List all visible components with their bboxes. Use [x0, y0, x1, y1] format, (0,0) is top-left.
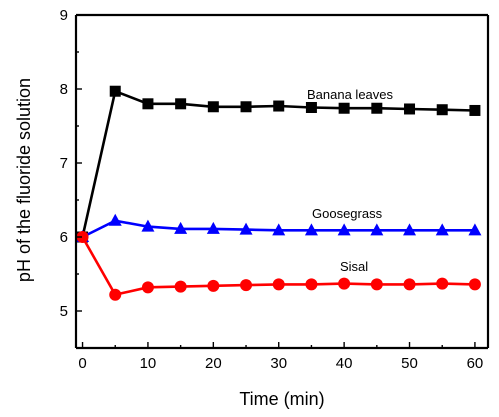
data-point [76, 231, 89, 243]
data-point [207, 101, 219, 113]
data-point [468, 278, 481, 291]
y-tick-label: 6 [60, 229, 68, 246]
series-label-sisal: Sisal [340, 259, 368, 274]
series-label-goosegrass: Goosegrass [312, 206, 383, 221]
data-point [404, 103, 416, 115]
data-point [403, 278, 416, 291]
data-point [338, 277, 351, 290]
data-point [468, 223, 482, 236]
data-point [371, 102, 383, 114]
data-point [304, 223, 318, 236]
y-tick-label: 9 [60, 7, 68, 24]
x-tick-label: 0 [78, 355, 86, 372]
x-tick-label: 10 [140, 355, 157, 372]
data-point [403, 223, 417, 236]
data-point [207, 279, 220, 292]
series-line-banana-leaves [81, 89, 475, 238]
y-tick-label: 8 [60, 81, 68, 98]
x-axis-title: Time (min) [239, 389, 324, 409]
data-point [370, 278, 383, 291]
data-point [174, 221, 188, 234]
data-point [239, 222, 253, 235]
x-tick-label: 20 [205, 355, 222, 372]
data-point [240, 279, 253, 292]
data-point [338, 102, 350, 114]
y-tick-label: 5 [60, 303, 68, 320]
data-point [337, 223, 351, 236]
y-axis-title: pH of the fluoride solution [14, 78, 34, 282]
data-point [206, 221, 220, 234]
x-tick-label: 30 [270, 355, 287, 372]
data-point [305, 102, 317, 113]
data-point [272, 223, 286, 236]
data-point [272, 278, 285, 291]
data-point [109, 85, 121, 97]
x-tick-label: 60 [467, 355, 484, 372]
series-sisal [76, 231, 481, 301]
series-goosegrass [76, 213, 482, 242]
data-point [370, 223, 384, 236]
data-point [141, 219, 155, 232]
data-point [109, 288, 122, 301]
y-tick-label: 7 [60, 155, 68, 172]
data-point [141, 281, 154, 294]
data-point [240, 101, 252, 113]
data-point [174, 280, 187, 293]
data-point [108, 213, 122, 226]
data-point [142, 98, 154, 110]
data-point [436, 104, 448, 116]
data-point [175, 98, 187, 110]
data-point [436, 277, 449, 290]
series-label-banana-leaves: Banana leaves [307, 87, 394, 102]
data-point [273, 100, 285, 112]
data-point [469, 104, 481, 116]
x-tick-label: 40 [336, 355, 353, 372]
data-point [305, 278, 318, 291]
data-point [435, 223, 449, 236]
series-banana-leaves [77, 85, 481, 243]
x-tick-label: 50 [401, 355, 418, 372]
